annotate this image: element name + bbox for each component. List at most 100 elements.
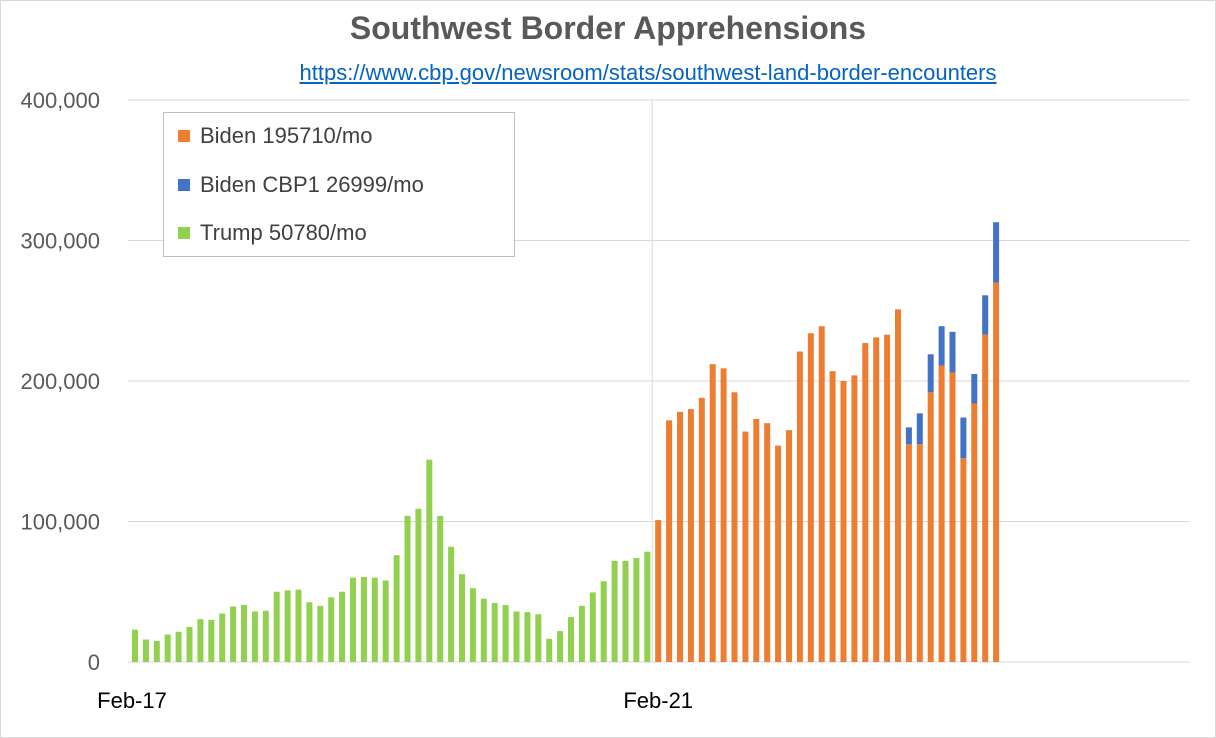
- bar-biden-cbp1: [938, 326, 945, 366]
- bar-biden: [895, 309, 901, 662]
- bar-trump: [142, 639, 149, 662]
- bar-biden-cbp1: [971, 373, 978, 404]
- bar-trump: [251, 611, 258, 662]
- bar-biden: [687, 409, 694, 662]
- bar-trump: [502, 605, 509, 662]
- bar-biden: [786, 430, 792, 662]
- bar-trump: [568, 617, 574, 662]
- legend-label-biden: Biden 195710/mo: [200, 123, 373, 148]
- chart-title: Southwest Border Apprehensions: [349, 10, 867, 46]
- bar-biden: [807, 333, 814, 662]
- bar-biden-cbp1: [982, 295, 989, 335]
- bar-trump: [513, 611, 520, 662]
- bar-biden: [982, 334, 989, 662]
- bar-biden: [829, 371, 836, 662]
- chart-source-link[interactable]: https://www.cbp.gov/newsroom/stats/south…: [299, 60, 997, 85]
- bar-trump: [382, 580, 389, 662]
- bar-biden: [666, 420, 673, 662]
- bar-trump: [600, 581, 607, 662]
- bar-trump: [437, 515, 444, 662]
- bar-biden: [698, 397, 705, 662]
- bar-biden: [916, 444, 923, 662]
- y-tick-label: 300,000: [20, 229, 100, 254]
- bar-trump: [535, 614, 542, 662]
- y-tick-label: 400,000: [20, 88, 100, 113]
- legend-item-biden: Biden 195710/mo: [178, 123, 373, 149]
- bar-biden: [949, 372, 956, 662]
- bar-biden: [753, 418, 760, 662]
- bar-biden: [938, 365, 945, 662]
- legend-swatch-biden: [178, 130, 190, 142]
- x-tick-label: Feb-17: [97, 688, 167, 713]
- y-tick-label: 200,000: [20, 369, 100, 394]
- bar-trump: [459, 574, 465, 662]
- bar-trump: [415, 508, 422, 662]
- bar-biden: [873, 337, 880, 662]
- bar-biden: [851, 375, 858, 662]
- bar-trump: [175, 631, 182, 662]
- legend-item-trump: Trump 50780/mo: [178, 220, 367, 246]
- bar-biden: [960, 458, 967, 662]
- bar-biden: [993, 282, 1000, 662]
- bar-trump: [491, 602, 498, 662]
- bar-trump: [197, 619, 204, 662]
- bar-trump: [393, 555, 400, 662]
- bar-biden: [862, 343, 869, 662]
- bar-trump: [284, 590, 291, 662]
- bar-trump: [132, 629, 138, 662]
- y-tick-label: 100,000: [20, 510, 100, 535]
- bar-trump: [426, 459, 433, 662]
- bar-biden: [764, 423, 771, 662]
- bar-trump: [208, 619, 215, 662]
- x-tick-label: Feb-21: [623, 688, 693, 713]
- bar-trump: [546, 638, 553, 662]
- bar-trump: [360, 576, 367, 662]
- bar-trump: [633, 558, 640, 662]
- bar-biden: [818, 326, 825, 662]
- bar-trump: [317, 605, 324, 662]
- bar-biden: [796, 351, 803, 662]
- bar-trump: [186, 626, 193, 662]
- bar-trump: [273, 591, 280, 662]
- bar-biden: [884, 334, 891, 662]
- bar-trump: [219, 613, 226, 662]
- bar-biden: [709, 364, 716, 662]
- bar-biden-cbp1: [905, 427, 912, 445]
- bar-biden: [677, 411, 683, 662]
- legend-label-biden-cbp1: Biden CBP1 26999/mo: [200, 172, 424, 197]
- bar-trump: [230, 606, 237, 662]
- bar-trump: [448, 546, 455, 662]
- bar-trump: [578, 605, 585, 662]
- bar-trump: [589, 592, 596, 662]
- bar-trump: [611, 560, 618, 662]
- bar-biden-cbp1: [916, 413, 923, 445]
- bar-biden: [927, 392, 934, 662]
- bar-trump: [404, 515, 411, 662]
- bar-trump: [295, 589, 302, 662]
- bar-biden-cbp1: [993, 222, 1000, 283]
- bar-biden: [775, 445, 782, 662]
- bar-trump: [306, 602, 313, 662]
- legend-swatch-trump: [178, 227, 190, 239]
- bar-trump: [164, 634, 171, 662]
- bar-trump: [262, 610, 269, 662]
- bar-biden: [720, 368, 727, 662]
- bar-biden: [971, 403, 978, 662]
- bar-trump: [371, 577, 378, 662]
- bar-trump: [339, 591, 346, 662]
- bar-trump: [328, 597, 335, 662]
- bar-biden-cbp1: [960, 417, 967, 459]
- bar-trump: [480, 598, 487, 662]
- legend-item-biden-cbp1: Biden CBP1 26999/mo: [178, 172, 424, 198]
- bar-trump: [524, 612, 531, 662]
- legend-swatch-biden-cbp1: [178, 179, 190, 191]
- legend-label-trump: Trump 50780/mo: [200, 220, 367, 245]
- bar-trump: [644, 551, 651, 662]
- bar-biden: [742, 431, 749, 662]
- bar-trump: [241, 605, 247, 662]
- bar-biden: [840, 381, 847, 662]
- bar-biden: [905, 444, 912, 662]
- bar-biden: [655, 520, 662, 662]
- bar-trump: [469, 588, 476, 662]
